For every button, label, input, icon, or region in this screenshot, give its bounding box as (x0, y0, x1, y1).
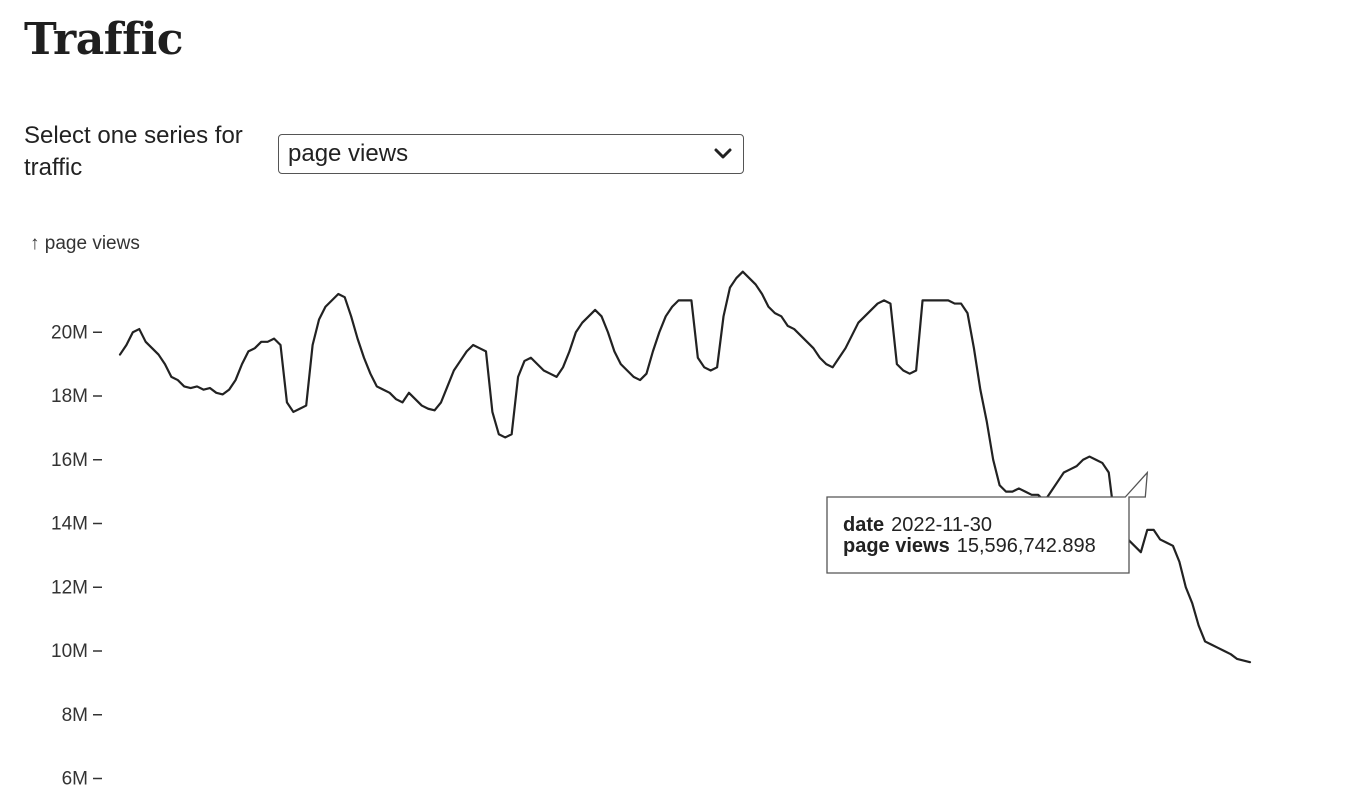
series-select[interactable]: page views (278, 134, 744, 174)
tooltip-value-text: 15,596,742.898 (957, 535, 1096, 557)
y-axis: 6M 8M 10M 12M 14M 16M 18M 20M (51, 322, 102, 790)
y-tick-label: 8M (62, 705, 88, 726)
series-select-label: Select one series for traffic (24, 122, 243, 181)
y-axis-label: ↑ page views (30, 233, 140, 254)
y-tick-label: 10M (51, 641, 88, 662)
tooltip: date 2022-11-30 page views 15,596,742.898 (826, 470, 1149, 574)
chevron-down-icon (714, 148, 732, 159)
page-views-line (118, 270, 1252, 664)
tooltip-date-label: date (843, 514, 884, 536)
tooltip-date-row: date 2022-11-30 (843, 514, 992, 536)
tooltip-date-value: 2022-11-30 (891, 514, 992, 536)
y-tick-label: 20M (51, 322, 88, 343)
y-tick-label: 16M (51, 450, 88, 471)
y-tick-label: 6M (62, 769, 88, 790)
series-select-value: page views (288, 140, 409, 167)
y-tick-label: 18M (51, 386, 88, 407)
tooltip-box (826, 470, 1149, 574)
y-tick-label: 12M (51, 577, 88, 598)
tooltip-value-label: page views (843, 535, 950, 557)
page-title: Traffic (24, 14, 184, 65)
tooltip-value-row: page views 15,596,742.898 (843, 535, 1096, 557)
y-tick-label: 14M (51, 514, 88, 535)
